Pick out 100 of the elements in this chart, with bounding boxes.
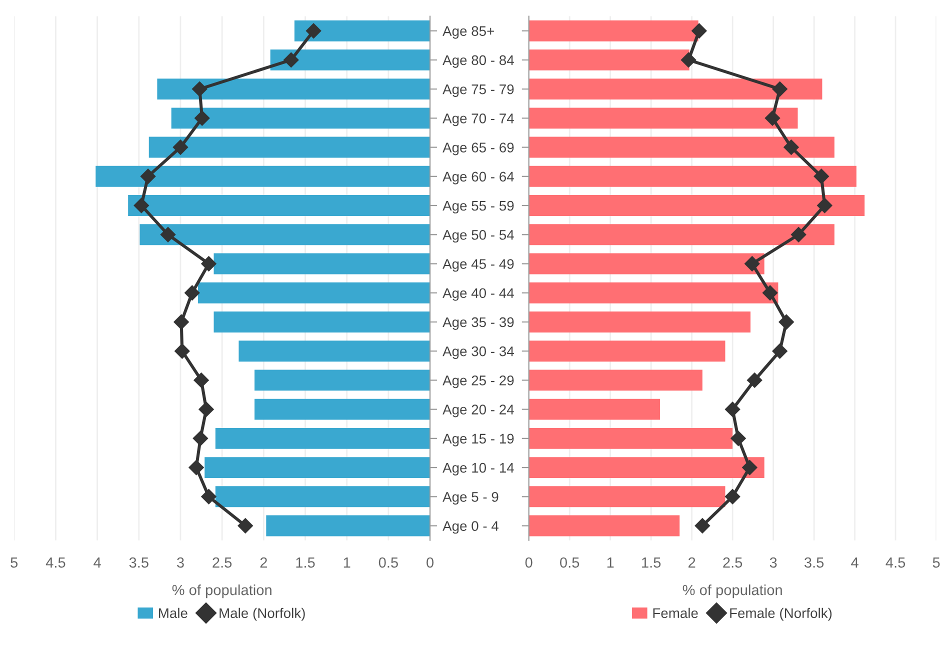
y-tick-label: Age 50 - 54	[442, 230, 514, 243]
point	[134, 198, 149, 214]
y-tick-label: Age 25 - 29	[442, 376, 514, 388]
x-tick-label: 1.5	[296, 558, 315, 568]
point	[694, 518, 710, 534]
point	[742, 460, 758, 476]
y-tick-label: Age 20 - 24	[442, 404, 514, 418]
point	[680, 52, 696, 68]
legend-label: Female	[653, 608, 698, 618]
bar	[528, 20, 698, 42]
legend-label: Male	[159, 608, 188, 618]
bar	[157, 78, 430, 100]
bar	[238, 340, 430, 362]
x-tick-label: 3.5	[129, 557, 148, 568]
x-tick-label: 0.5	[378, 557, 398, 568]
y-tick-label: Age 45 - 49	[442, 259, 514, 272]
point	[817, 198, 832, 214]
point	[791, 227, 806, 242]
y-tick-label: Age 55 - 59	[442, 200, 514, 214]
x-tick-label: 4.5	[886, 558, 906, 568]
y-tick-label: Age 30 - 34	[442, 346, 514, 359]
point	[778, 314, 794, 330]
point	[160, 227, 176, 242]
point	[174, 314, 189, 330]
point	[730, 430, 746, 446]
bar	[528, 195, 865, 216]
x-tick-label: 1	[607, 558, 614, 568]
y-tick-label: Age 40 - 44	[442, 288, 514, 301]
bar	[528, 253, 764, 274]
point	[184, 285, 200, 300]
bar	[528, 398, 660, 420]
y-tick-label: Age 75 - 79	[442, 84, 514, 97]
y-tick-label: Age 15 - 19	[442, 434, 514, 446]
bar	[528, 224, 834, 246]
bar	[528, 108, 798, 129]
bar	[254, 370, 430, 391]
point	[194, 372, 209, 388]
bar	[294, 20, 430, 42]
bar	[215, 428, 430, 449]
point	[201, 489, 216, 504]
y-tick-label: Age 0 - 4	[442, 521, 498, 534]
x-tick-label: 2	[688, 557, 696, 568]
x-axis-title: % of population	[172, 584, 272, 598]
x-tick-label: 2	[260, 557, 267, 568]
x-tick-label: 3	[176, 557, 184, 568]
y-tick-label: Age 10 - 14	[442, 462, 514, 476]
y-tick-label: Age 65 - 69	[442, 142, 514, 156]
y-tick-label: Age 35 - 39	[442, 317, 514, 330]
x-axis-title: % of population	[682, 584, 782, 598]
point	[188, 460, 204, 476]
point	[744, 256, 760, 272]
point	[140, 168, 156, 184]
x-tick-label: 2.5	[212, 557, 232, 568]
bar	[254, 398, 430, 420]
x-tick-label: 1.5	[642, 558, 661, 568]
x-tick-label: 5	[10, 558, 18, 568]
point	[772, 81, 788, 97]
point	[194, 110, 210, 126]
bar	[528, 136, 834, 158]
bar	[528, 340, 726, 362]
x-tick-label: 0	[525, 557, 532, 568]
y-tick-label: Age 70 - 74	[442, 114, 514, 126]
bar	[528, 370, 702, 391]
x-tick-label: 4.5	[46, 558, 66, 568]
point	[284, 52, 299, 68]
bar	[266, 515, 430, 536]
legend-label: Female (Norfolk)	[730, 608, 832, 621]
point	[238, 518, 253, 534]
bar	[214, 253, 430, 274]
x-tick-label: 2.5	[723, 557, 742, 568]
bar	[204, 457, 430, 478]
bar	[528, 311, 750, 332]
point	[192, 430, 208, 446]
x-tick-label: 0.5	[560, 557, 580, 568]
point	[747, 372, 762, 388]
x-tick-label: 3	[770, 557, 777, 568]
bar	[171, 108, 430, 129]
bar	[140, 224, 430, 246]
bar	[528, 515, 680, 536]
bar	[270, 49, 430, 70]
point	[772, 344, 788, 359]
bar	[215, 486, 430, 508]
point	[172, 140, 188, 155]
point	[201, 256, 216, 272]
x-tick-label: 3.5	[804, 557, 824, 568]
bar	[214, 311, 430, 332]
point	[762, 285, 778, 300]
y-tick-label: Age 60 - 64	[442, 172, 514, 184]
x-tick-label: 5	[932, 558, 940, 568]
y-tick-label: Age 85+	[442, 26, 494, 39]
bar	[528, 49, 690, 70]
bar	[528, 457, 764, 478]
point	[764, 110, 780, 126]
x-tick-label: 4	[851, 558, 858, 568]
bar	[528, 486, 726, 508]
x-tick-label: 4	[94, 558, 101, 568]
bar	[528, 428, 733, 449]
point	[198, 402, 214, 417]
legend-label: Male (Norfolk)	[220, 608, 305, 621]
y-tick-label: Age 80 - 84	[442, 55, 514, 68]
